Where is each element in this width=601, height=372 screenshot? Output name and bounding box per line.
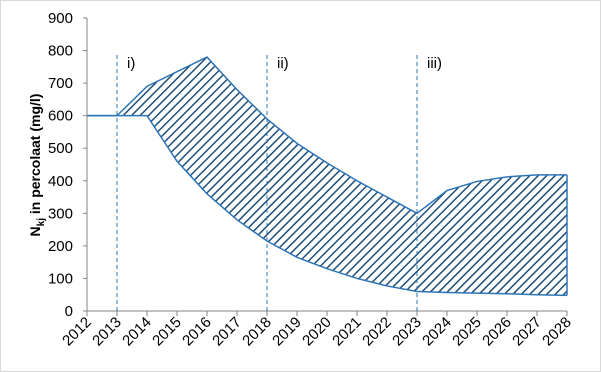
band-edge: [87, 56, 567, 215]
y-tick-label: 400: [48, 173, 73, 190]
y-tick-label: 900: [48, 10, 73, 27]
y-tick-label: 100: [48, 270, 73, 287]
band-edge: [87, 114, 568, 297]
y-tick-label: 0: [65, 303, 73, 320]
band-fill: [87, 57, 567, 296]
phase-label: iii): [427, 55, 442, 72]
y-tick-label: 500: [48, 140, 73, 157]
y-tick-label: 700: [48, 75, 73, 92]
y-tick-label: 300: [48, 205, 73, 222]
y-axis-label: Nkj in percolaat (mg/l): [27, 94, 47, 237]
y-tick-label: 800: [48, 43, 73, 60]
phase-label: ii): [277, 55, 289, 72]
y-tick-label: 600: [48, 108, 73, 125]
y-tick-label: 200: [48, 238, 73, 255]
phase-label: i): [127, 55, 135, 72]
